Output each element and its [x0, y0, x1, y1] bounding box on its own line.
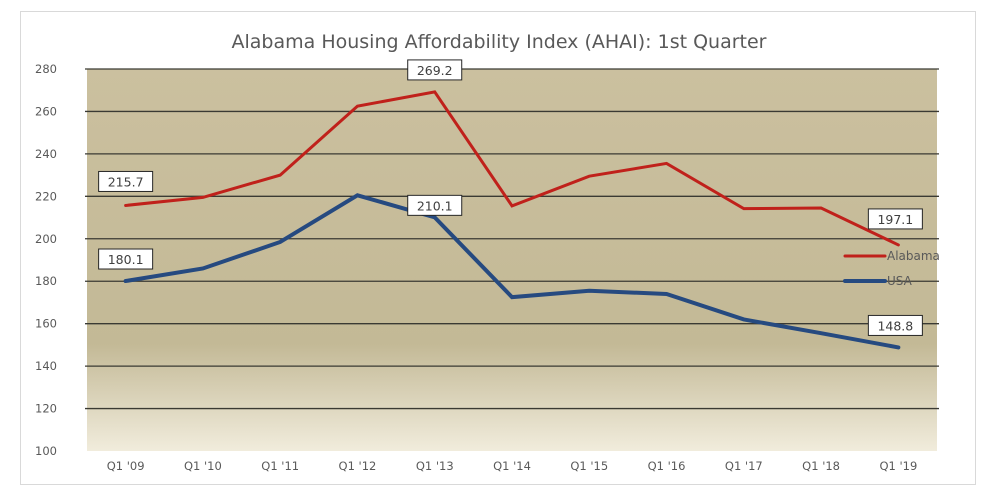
data-label-text: 269.2: [417, 63, 453, 78]
line-chart: Alabama Housing Affordability Index (AHA…: [35, 31, 940, 473]
data-label: 215.7: [98, 170, 154, 192]
y-tick-label: 180: [35, 274, 57, 288]
x-axis-ticks: Q1 '09 Q1 '10 Q1 '11 Q1 '12 Q1 '13 Q1 '14 Q1 '…: [107, 459, 918, 473]
y-tick-label: 280: [35, 62, 57, 76]
data-label: 210.1: [407, 194, 463, 216]
legend-label: USA: [887, 274, 913, 288]
data-label-text: 210.1: [417, 198, 453, 213]
data-label: 197.1: [867, 208, 923, 230]
data-label-box: [867, 314, 923, 336]
y-tick-label: 200: [35, 232, 57, 246]
chart-title: Alabama Housing Affordability Index (AHA…: [232, 31, 767, 53]
gridlines: [85, 68, 939, 410]
y-tick-label: 140: [35, 359, 57, 373]
y-tick-label: 260: [35, 104, 57, 118]
x-tick-label: Q1 '15: [570, 459, 608, 473]
x-tick-label: Q1 '12: [339, 459, 377, 473]
data-label-text: 148.8: [877, 318, 913, 333]
data-label-box: [407, 194, 463, 216]
legend-item-alabama: Alabama: [843, 249, 940, 263]
x-tick-label: Q1 '11: [261, 459, 299, 473]
y-tick-label: 240: [35, 147, 57, 161]
y-tick-label: 220: [35, 189, 57, 203]
x-tick-label: Q1 '17: [725, 459, 763, 473]
x-tick-label: Q1 '13: [416, 459, 454, 473]
legend-label: Alabama: [887, 249, 940, 263]
data-label-text: 215.7: [108, 174, 144, 189]
legend-item-usa: USA: [843, 274, 913, 288]
data-label-box: [98, 248, 154, 270]
data-label-text: 197.1: [877, 212, 913, 227]
data-label: 269.2: [407, 59, 463, 81]
x-tick-label: Q1 '14: [493, 459, 531, 473]
series-lines: [123, 90, 901, 350]
y-tick-label: 120: [35, 402, 57, 416]
plot-area: [87, 69, 937, 451]
x-tick-label: Q1 '09: [107, 459, 145, 473]
x-tick-label: Q1 '19: [879, 459, 917, 473]
data-label: 180.1: [98, 248, 154, 270]
data-labels: 215.7 269.2 197.1 180.1 210.1 148.8: [98, 59, 923, 336]
y-tick-label: 100: [35, 444, 57, 458]
data-label-box: [98, 170, 154, 192]
x-tick-label: Q1 '16: [648, 459, 686, 473]
chart-frame: Alabama Housing Affordability Index (AHA…: [20, 11, 976, 485]
y-tick-label: 160: [35, 317, 57, 331]
x-tick-label: Q1 '10: [184, 459, 222, 473]
data-label-box: [867, 208, 923, 230]
legend: Alabama USA: [843, 249, 940, 288]
data-label-text: 180.1: [108, 252, 144, 267]
data-label-box: [407, 59, 463, 81]
y-axis-ticks: 100 120 140 160 180 200 220 240 260 280: [35, 62, 57, 458]
x-tick-label: Q1 '18: [802, 459, 840, 473]
data-label: 148.8: [867, 314, 923, 336]
